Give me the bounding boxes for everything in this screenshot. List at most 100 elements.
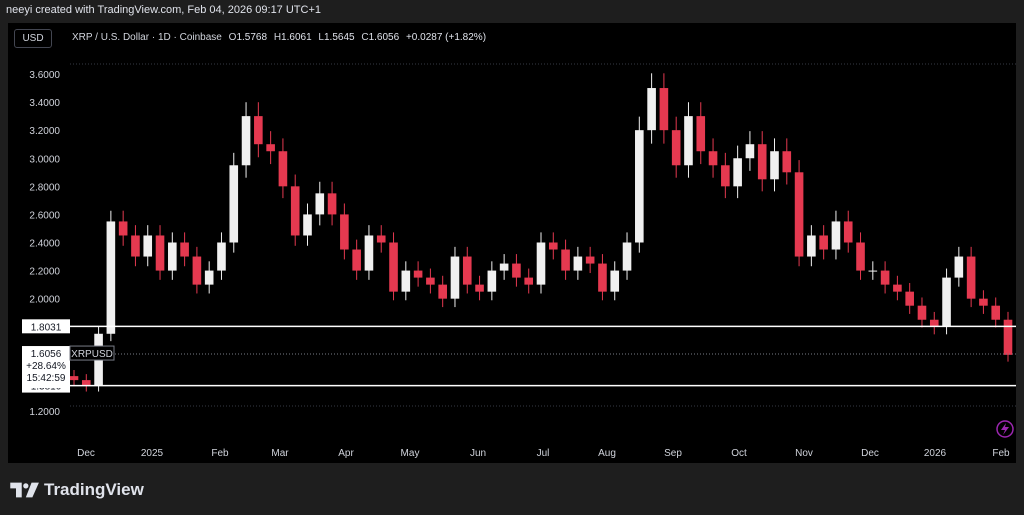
candle-body[interactable] bbox=[807, 235, 816, 257]
candle-body[interactable] bbox=[708, 151, 718, 166]
candle-body[interactable] bbox=[721, 165, 730, 187]
symbol-label[interactable]: XRP / U.S. Dollar · 1D · Coinbase bbox=[72, 32, 222, 43]
candle-body[interactable] bbox=[966, 256, 976, 299]
candle-body[interactable] bbox=[278, 151, 288, 187]
price-tag-countdown: 15:42:59 bbox=[27, 373, 66, 384]
candle-body[interactable] bbox=[696, 116, 706, 152]
candle-body[interactable] bbox=[143, 235, 153, 257]
y-tick-label: 3.0000 bbox=[29, 154, 60, 165]
low-value: 1.5645 bbox=[323, 32, 355, 43]
candle-body[interactable] bbox=[954, 256, 964, 278]
candle-body[interactable] bbox=[69, 376, 79, 381]
candle-body[interactable] bbox=[254, 116, 263, 145]
candle-body[interactable] bbox=[831, 221, 841, 250]
candle-body[interactable] bbox=[426, 277, 435, 285]
candle-body[interactable] bbox=[610, 270, 620, 292]
candle-body[interactable] bbox=[512, 263, 521, 278]
candle-body[interactable] bbox=[905, 291, 914, 306]
candle-body[interactable] bbox=[290, 186, 300, 236]
candle-body[interactable] bbox=[168, 242, 177, 271]
candle-body[interactable] bbox=[585, 256, 595, 264]
close-label: C bbox=[361, 32, 369, 43]
tradingview-logo[interactable]: TradingView bbox=[10, 480, 144, 500]
candle-body[interactable] bbox=[880, 270, 890, 285]
candle-body[interactable] bbox=[770, 151, 779, 180]
candle-body[interactable] bbox=[131, 235, 140, 257]
candle-body[interactable] bbox=[979, 298, 988, 306]
candle-body[interactable] bbox=[487, 270, 497, 292]
candle-body[interactable] bbox=[782, 151, 792, 173]
candle-body[interactable] bbox=[229, 165, 239, 243]
candle-body[interactable] bbox=[450, 256, 460, 299]
candle-body[interactable] bbox=[155, 235, 165, 271]
candle-body[interactable] bbox=[573, 256, 583, 271]
x-tick-label: Nov bbox=[795, 448, 813, 459]
candle-body[interactable] bbox=[266, 144, 275, 152]
candle-body[interactable] bbox=[118, 221, 128, 236]
candle-body[interactable] bbox=[843, 221, 853, 243]
candle-body[interactable] bbox=[671, 130, 681, 166]
candle-body[interactable] bbox=[659, 88, 669, 131]
open-value: 1.5768 bbox=[236, 32, 268, 43]
candle-body[interactable] bbox=[438, 284, 447, 299]
credit-header: neeyi created with TradingView.com, Feb … bbox=[6, 4, 322, 16]
candle-body[interactable] bbox=[757, 144, 767, 180]
candle-body[interactable] bbox=[364, 235, 374, 271]
chart-panel[interactable]: 1.2000 2.0000 2.2000 2.4000 2.6000 2.8000 3.00… bbox=[8, 23, 1016, 463]
candle-body[interactable] bbox=[340, 214, 349, 250]
candle-body[interactable] bbox=[991, 305, 1001, 320]
candle-body[interactable] bbox=[917, 305, 927, 320]
tradingview-logo-icon bbox=[10, 482, 39, 498]
y-tick-label: 2.4000 bbox=[29, 239, 60, 250]
candle-body[interactable] bbox=[241, 116, 251, 166]
candle-body[interactable] bbox=[475, 284, 484, 292]
close-value: 1.6056 bbox=[368, 32, 400, 43]
tradingview-brand: TradingView bbox=[44, 480, 144, 499]
candle-body[interactable] bbox=[327, 193, 337, 215]
candle-body[interactable] bbox=[352, 249, 361, 271]
candle-body[interactable] bbox=[647, 88, 656, 131]
x-tick-label: Sep bbox=[664, 448, 682, 459]
candle-body[interactable] bbox=[204, 270, 214, 285]
candle-body[interactable] bbox=[376, 235, 386, 243]
candle-body[interactable] bbox=[868, 270, 878, 272]
candle-body[interactable] bbox=[303, 214, 312, 236]
candle-body[interactable] bbox=[462, 256, 472, 285]
candle-body[interactable] bbox=[413, 270, 423, 278]
candle-body[interactable] bbox=[389, 242, 398, 292]
candle-body[interactable] bbox=[401, 270, 411, 292]
x-tick-label: Apr bbox=[338, 448, 354, 459]
candle-body[interactable] bbox=[315, 193, 325, 215]
currency-button[interactable]: USD bbox=[14, 29, 52, 48]
candle-body[interactable] bbox=[733, 158, 742, 187]
candle-body[interactable] bbox=[819, 235, 828, 250]
candle-body[interactable] bbox=[217, 242, 226, 271]
candle-body[interactable] bbox=[561, 249, 570, 271]
candle-body[interactable] bbox=[81, 380, 91, 386]
symbol-tag-bg bbox=[69, 345, 115, 361]
x-tick-label: May bbox=[401, 448, 420, 459]
candle-body[interactable] bbox=[598, 263, 607, 292]
candle-body[interactable] bbox=[536, 242, 546, 285]
candle-body[interactable] bbox=[548, 242, 558, 250]
candle-body[interactable] bbox=[942, 277, 951, 327]
candle-body[interactable] bbox=[635, 130, 644, 243]
level-label-bg bbox=[22, 319, 70, 334]
candle-body[interactable] bbox=[856, 242, 865, 271]
candle-body[interactable] bbox=[524, 277, 534, 285]
candle-body[interactable] bbox=[180, 242, 189, 257]
candle-body[interactable] bbox=[622, 242, 632, 271]
candle-body[interactable] bbox=[499, 263, 509, 271]
candle-body[interactable] bbox=[1003, 319, 1013, 355]
candle-body[interactable] bbox=[794, 172, 804, 257]
candle-body[interactable] bbox=[106, 221, 116, 334]
candle-body[interactable] bbox=[684, 116, 693, 166]
candle-body[interactable] bbox=[745, 144, 755, 159]
candle-body[interactable] bbox=[192, 256, 202, 285]
candle-body[interactable] bbox=[929, 319, 939, 327]
lightning-icon[interactable] bbox=[996, 420, 1014, 438]
price-tag-bg[interactable] bbox=[22, 346, 70, 389]
price-chart[interactable]: 1.2000 2.0000 2.2000 2.4000 2.6000 2.8000 3.00… bbox=[8, 23, 1016, 463]
candle-body[interactable] bbox=[893, 284, 902, 292]
x-tick-label: 2026 bbox=[924, 448, 947, 459]
